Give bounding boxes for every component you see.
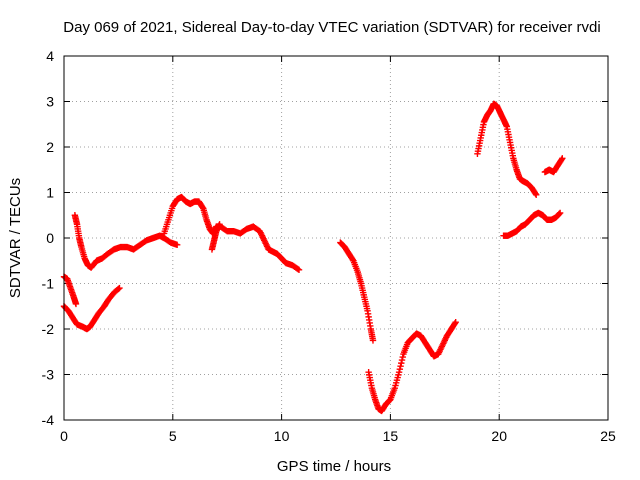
plot-frame <box>63 55 609 421</box>
data-point <box>451 320 459 327</box>
data-point <box>395 369 403 376</box>
data-point <box>116 284 123 292</box>
data-point <box>559 155 566 162</box>
data-point <box>532 191 540 198</box>
y-tick-label: -3 <box>42 367 55 383</box>
y-tick-label: 1 <box>46 185 54 201</box>
x-tick-label: 10 <box>274 428 290 444</box>
data-point <box>398 356 406 364</box>
x-tick-label: 15 <box>383 428 399 444</box>
data-point <box>295 266 303 274</box>
y-tick-label: 4 <box>46 48 54 64</box>
y-tick-label: 2 <box>46 139 54 155</box>
data-point <box>72 300 80 308</box>
x-tick-label: 0 <box>60 428 68 444</box>
x-axis-label: GPS time / hours <box>277 458 391 475</box>
data-point <box>199 204 206 211</box>
x-tick-label: 25 <box>600 428 616 444</box>
chart-title: Day 069 of 2021, Sidereal Day-to-day VTE… <box>63 19 600 36</box>
data-point <box>294 265 302 273</box>
y-tick-label: 3 <box>46 94 54 110</box>
data-point <box>396 365 404 373</box>
data-point <box>399 353 406 361</box>
axis-ticks: 0 5 10 15 20 25 -4 -3 -2 -1 0 1 2 3 4 <box>42 48 616 444</box>
data-point <box>216 221 223 228</box>
data-point <box>398 359 405 367</box>
data-point <box>115 285 122 293</box>
data-point <box>397 362 404 370</box>
y-axis-label: SDTVAR / TECUs <box>7 178 24 298</box>
x-tick-label: 5 <box>169 428 177 444</box>
data-point <box>173 241 181 249</box>
x-tick-label: 20 <box>491 428 507 444</box>
y-tick-label: 0 <box>46 230 54 246</box>
data-points <box>60 100 566 415</box>
data-point <box>369 337 377 344</box>
data-point <box>556 209 564 217</box>
data-point <box>558 156 565 163</box>
y-tick-label: -2 <box>42 321 55 337</box>
data-point <box>556 210 563 217</box>
data-point <box>452 318 459 326</box>
data-point <box>532 190 539 197</box>
y-tick-label: -4 <box>42 412 55 428</box>
y-tick-label: -1 <box>42 276 55 292</box>
